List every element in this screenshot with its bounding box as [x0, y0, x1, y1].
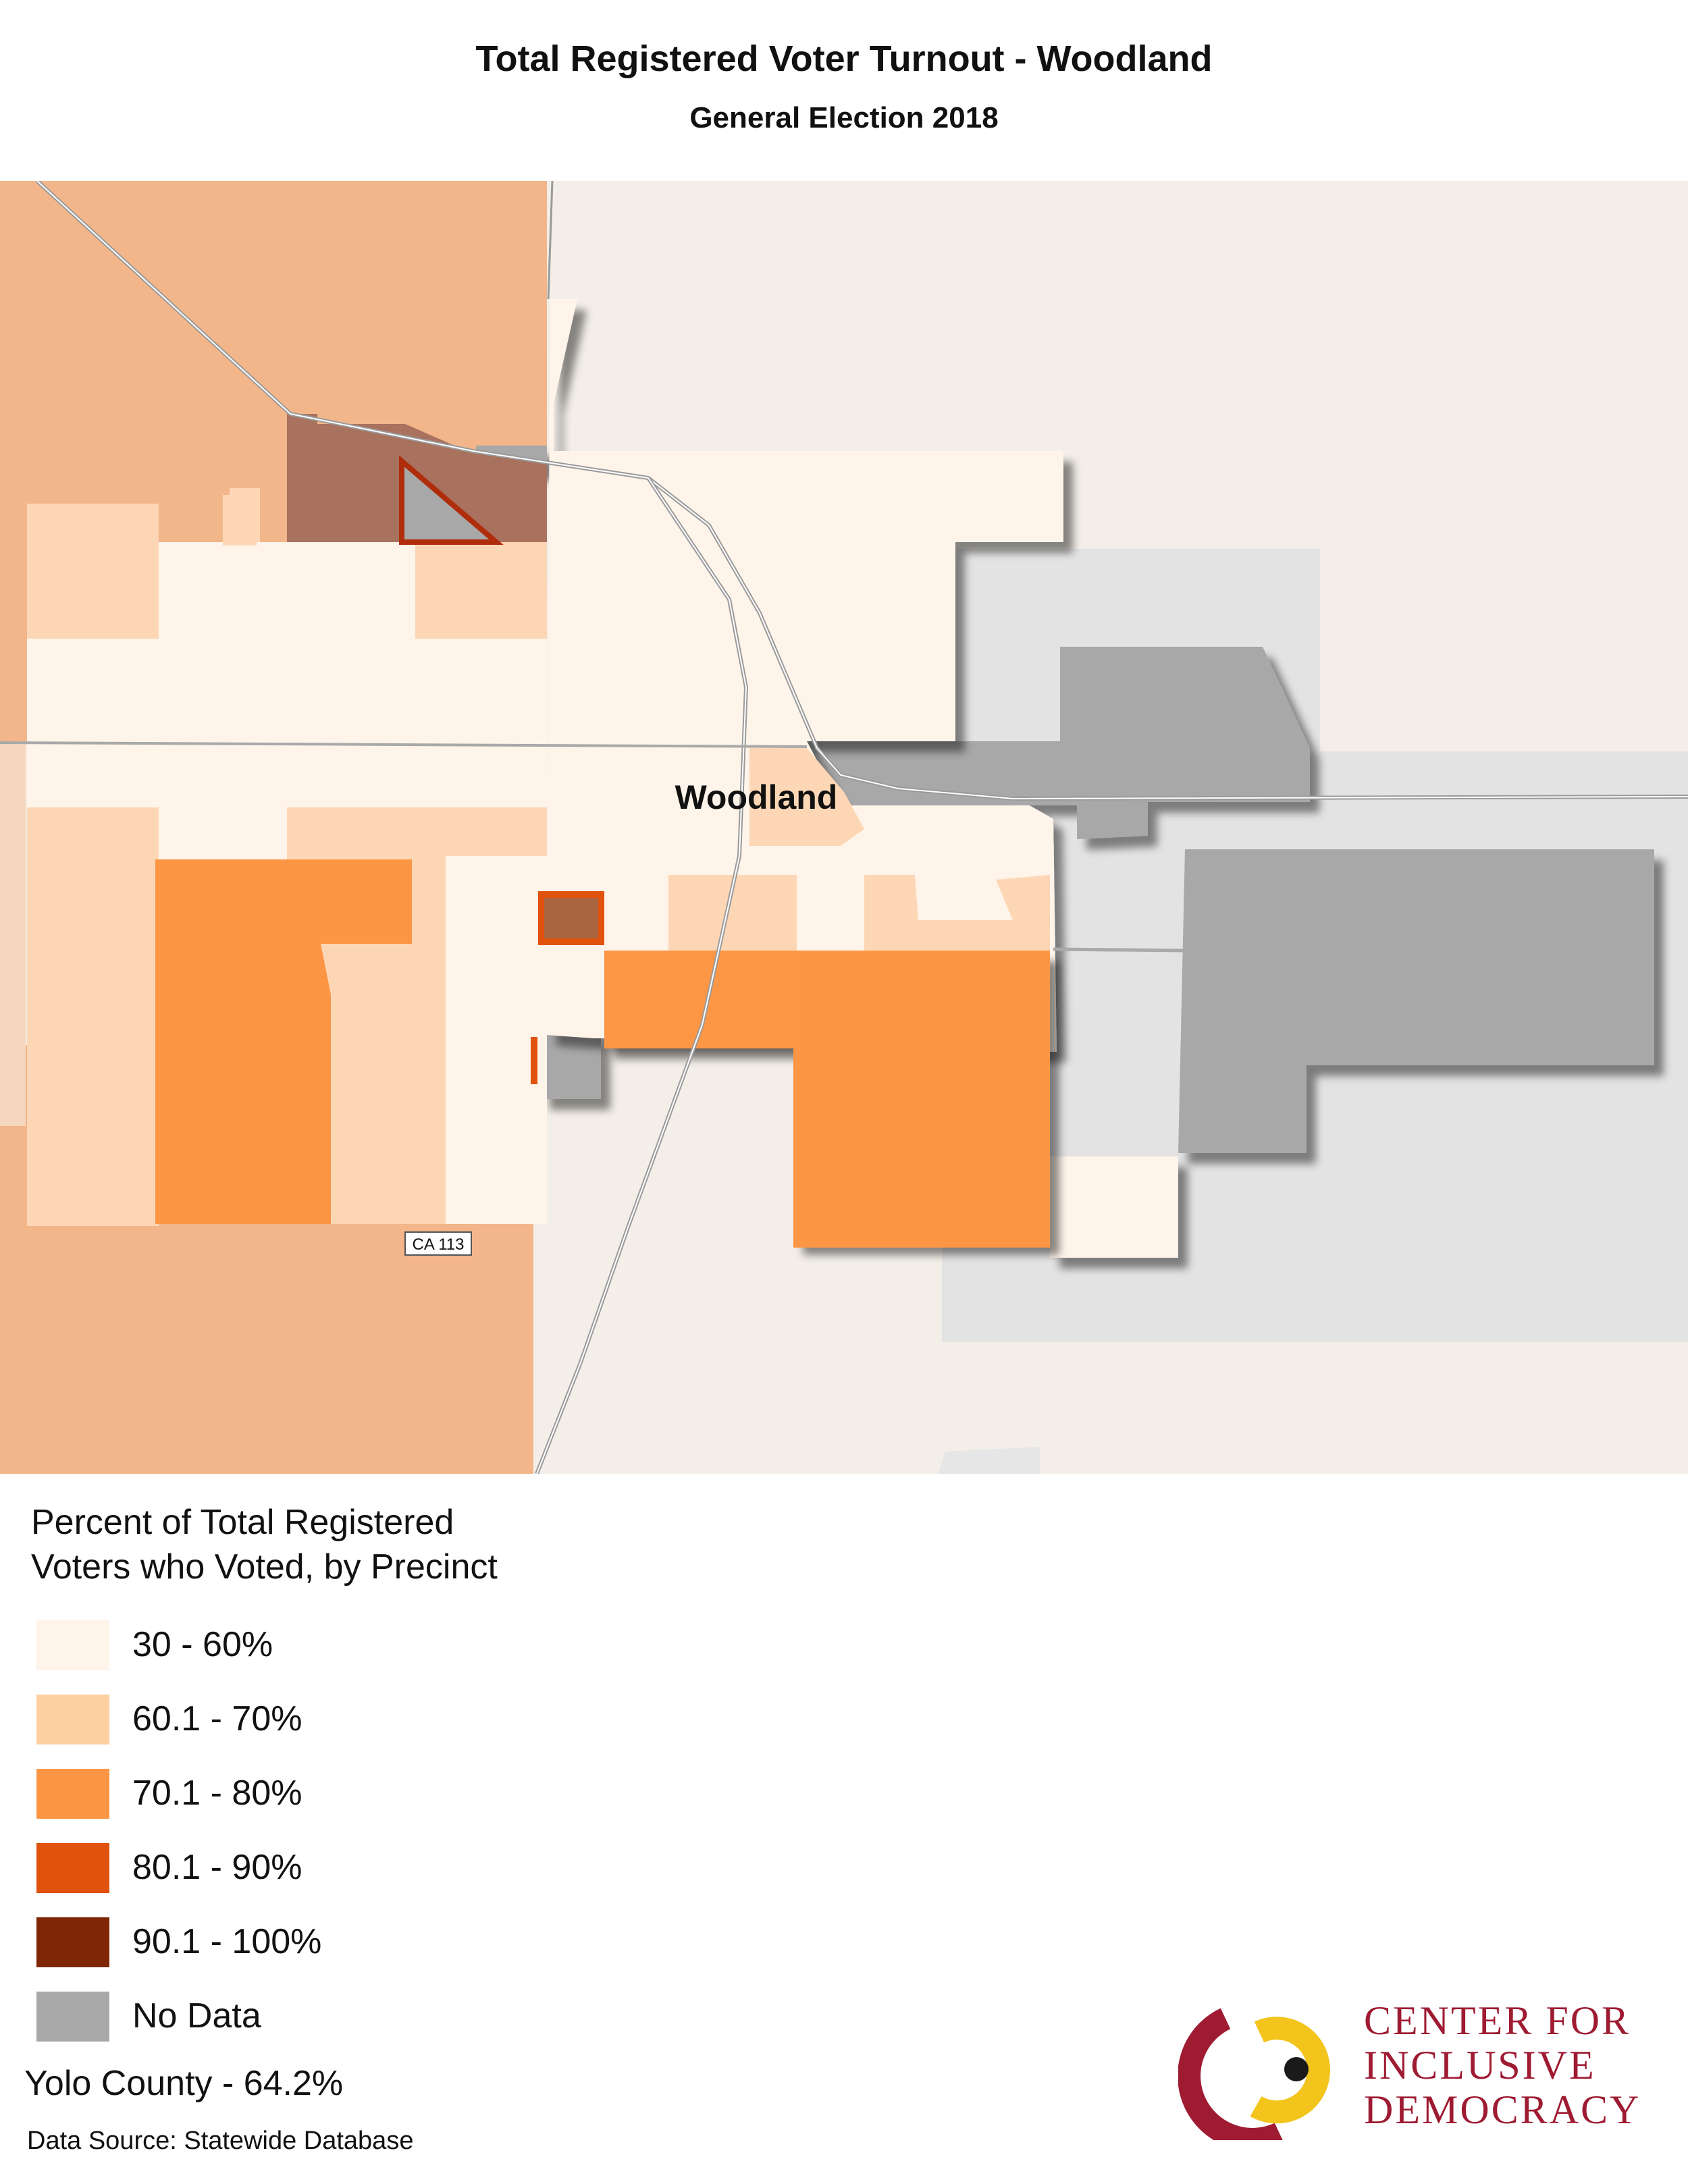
precinct-80-90-triangle — [399, 455, 504, 545]
highway-ca113-inner — [536, 477, 747, 1474]
precinct-grid-1 — [27, 504, 159, 639]
precinct-grid-3 — [415, 542, 547, 639]
precinct-southeast-small — [1050, 1156, 1178, 1258]
ca113-label: CA 113 — [413, 1235, 465, 1254]
legend-title-line2: Voters who Voted, by Precinct — [31, 1547, 498, 1587]
map-subtitle: General Election 2018 — [689, 101, 999, 134]
north-south-boundary — [547, 181, 554, 300]
road-bottom-patch — [939, 1447, 1040, 1474]
precinct-grid-8 — [415, 720, 547, 807]
legend-swatch — [36, 1992, 109, 2042]
legend-label: No Data — [132, 1996, 261, 2035]
legend-label: 70.1 - 80% — [132, 1774, 302, 1813]
precinct-70-80-west-b — [287, 859, 412, 1224]
legend-label: 90.1 - 100% — [132, 1922, 322, 1961]
legend-label: 80.1 - 90% — [132, 1848, 302, 1887]
east-west-road — [0, 741, 808, 748]
data-source: Data Source: Statewide Database — [27, 2127, 414, 2155]
precinct-grid-13 — [27, 1037, 159, 1226]
precinct-east-60-70-c — [749, 748, 864, 846]
no-data-east-large — [1178, 849, 1654, 1153]
precinct-grid-7 — [415, 639, 547, 720]
legend-swatch — [36, 1695, 109, 1744]
precinct-south-mixed — [331, 944, 473, 1224]
legend-swatch — [36, 1917, 109, 1967]
logo-line2: INCLUSIVE — [1364, 2043, 1596, 2087]
precinct-south-center — [446, 856, 547, 1224]
precinct-grid-5 — [159, 639, 287, 807]
legend-label: 30 - 60% — [132, 1625, 273, 1664]
precinct-east-30-60 — [797, 875, 864, 951]
precinct-city-center-east — [547, 299, 1063, 1052]
precinct-north-strip — [230, 488, 260, 542]
precinct-east-60-70-b — [864, 875, 1050, 951]
no-data-south-small — [540, 1035, 601, 1099]
east-road-south — [1053, 947, 1186, 953]
legend-swatch — [36, 1769, 109, 1819]
ca113-shield — [404, 1231, 472, 1256]
cid-logo-text: CENTER FOR INCLUSIVE DEMOCRACY — [1364, 1998, 1641, 2132]
railroad-line-inner — [36, 181, 1688, 800]
precinct-grid-14 — [27, 944, 159, 1037]
woodland-place-label: Woodland — [675, 778, 838, 816]
county-turnout-stat: Yolo County - 64.2% — [24, 2064, 344, 2103]
precinct-grid-4 — [27, 639, 159, 807]
precinct-grid-6 — [287, 639, 415, 807]
precinct-80-90-small-inner — [544, 898, 598, 938]
precinct-70-80-west-a — [155, 859, 287, 1224]
logo-line3: DEMOCRACY — [1364, 2087, 1641, 2132]
precinct-80-90-edge — [531, 1037, 537, 1084]
legend-swatch — [36, 1620, 109, 1670]
cid-logo: CENTER FOR INCLUSIVE DEMOCRACY — [1178, 1998, 1651, 2147]
precinct-west-edge — [0, 741, 26, 1126]
legend-swatch — [36, 1843, 109, 1893]
legend-label: 60.1 - 70% — [132, 1699, 302, 1738]
precinct-map: Woodland CA 113 — [0, 181, 1688, 1474]
cid-logo-mark-icon — [1178, 2008, 1330, 2140]
map-title: Total Registered Voter Turnout - Woodlan… — [475, 38, 1213, 79]
legend-title: Percent of Total Registered Voters who V… — [31, 1500, 498, 1589]
legend-title-line1: Percent of Total Registered — [31, 1503, 454, 1542]
logo-line1: CENTER FOR — [1364, 1998, 1631, 2043]
precinct-grid-2 — [159, 542, 415, 639]
precinct-70-80-southeast-cover — [793, 951, 1050, 1248]
